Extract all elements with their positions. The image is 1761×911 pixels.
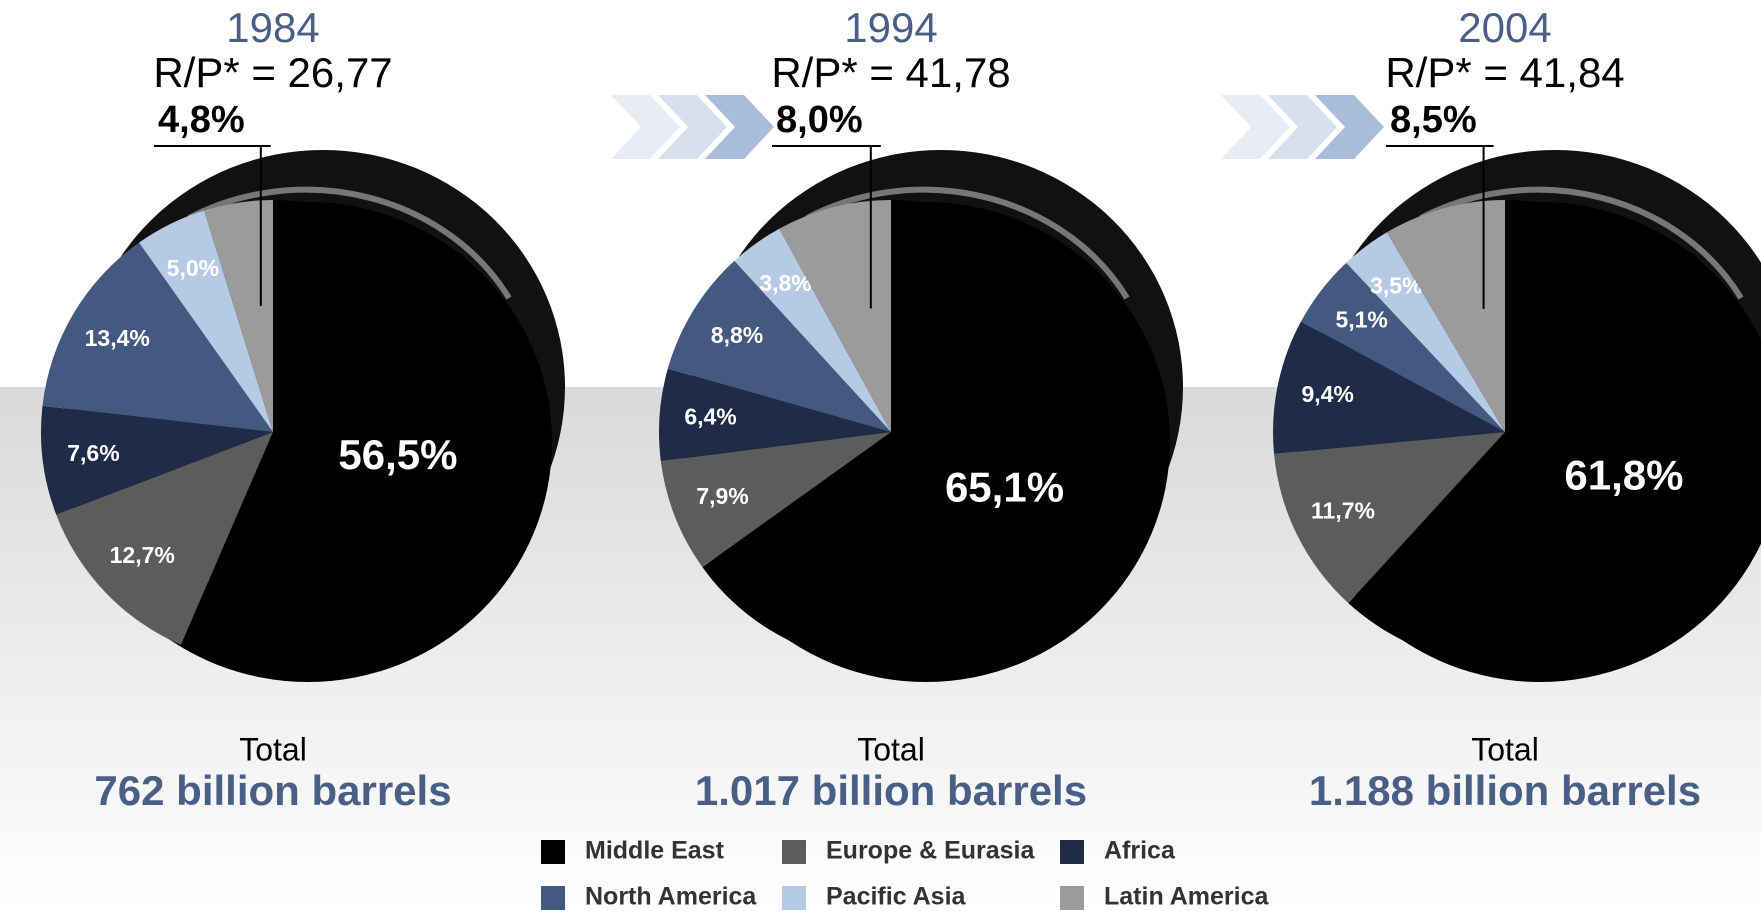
value-label: 8,5% — [1390, 99, 1477, 141]
value-label: 56,5% — [338, 431, 457, 478]
value-label: 13,4% — [85, 325, 150, 351]
pie-slice — [41, 405, 274, 515]
pie-slice — [56, 432, 273, 645]
pie-slice — [1346, 232, 1505, 432]
pie-slice — [1274, 432, 1505, 604]
legend-label: Africa — [1104, 837, 1176, 865]
pie-slice — [139, 210, 273, 432]
total-label: Total — [857, 731, 925, 767]
total-label: Total — [1471, 731, 1539, 767]
total-value: 762 billion barrels — [94, 767, 451, 814]
legend-swatch — [782, 840, 806, 864]
value-label: 61,8% — [1564, 451, 1683, 498]
barrel-rim — [1419, 186, 1744, 300]
barrel-rim — [805, 186, 1130, 300]
legend-label: North America — [585, 883, 757, 911]
arrows — [611, 95, 1384, 159]
pie-slice — [180, 200, 505, 664]
pie-slice — [779, 200, 891, 432]
pie-slice — [42, 242, 273, 432]
value-label: 8,0% — [776, 99, 863, 141]
pie-title: 2004 — [1458, 4, 1551, 51]
legend-label: Latin America — [1104, 883, 1270, 911]
value-label: 7,9% — [696, 483, 748, 509]
pie-slice — [204, 200, 273, 432]
pie-subtitle: R/P* = 26,77 — [153, 49, 392, 96]
pie-slice — [1386, 200, 1505, 432]
legend-label: Pacific Asia — [826, 883, 967, 911]
barrel-rim — [187, 186, 512, 300]
value-label: 5,0% — [167, 255, 219, 281]
legend-label: Europe & Eurasia — [826, 837, 1035, 865]
value-label: 5,1% — [1335, 307, 1387, 333]
value-label: 4,8% — [158, 99, 245, 141]
value-label: 12,7% — [110, 542, 175, 568]
pie-slice — [1300, 262, 1505, 432]
pie-subtitle: R/P* = 41,78 — [771, 49, 1010, 96]
pie-title: 1984 — [226, 4, 319, 51]
legend-swatch — [1060, 840, 1084, 864]
value-label: 3,8% — [759, 270, 811, 296]
value-label: 11,7% — [1311, 498, 1375, 524]
legend-swatch — [782, 886, 806, 910]
pie-slice — [660, 432, 891, 568]
total-value: 1.017 billion barrels — [695, 767, 1087, 814]
total-label: Total — [239, 731, 307, 767]
total-value: 1.188 billion barrels — [1309, 767, 1701, 814]
legend-swatch — [541, 840, 565, 864]
pie-slice — [702, 200, 1123, 664]
value-label: 9,4% — [1301, 381, 1353, 407]
value-label: 7,6% — [67, 440, 119, 466]
pie-slice — [1273, 321, 1505, 454]
value-label: 6,4% — [684, 403, 736, 429]
pie-slice — [734, 228, 891, 432]
pie-title: 1994 — [844, 4, 937, 51]
value-label: 8,8% — [711, 322, 763, 348]
value-label: 65,1% — [945, 463, 1064, 510]
legend-label: Middle East — [585, 837, 725, 865]
legend-swatch — [1060, 886, 1084, 910]
pie-slice — [658, 368, 891, 462]
legend-swatch — [541, 886, 565, 910]
pie-slice — [1348, 200, 1737, 664]
pie-slice — [667, 260, 891, 432]
pie-subtitle: R/P* = 41,84 — [1385, 49, 1624, 96]
